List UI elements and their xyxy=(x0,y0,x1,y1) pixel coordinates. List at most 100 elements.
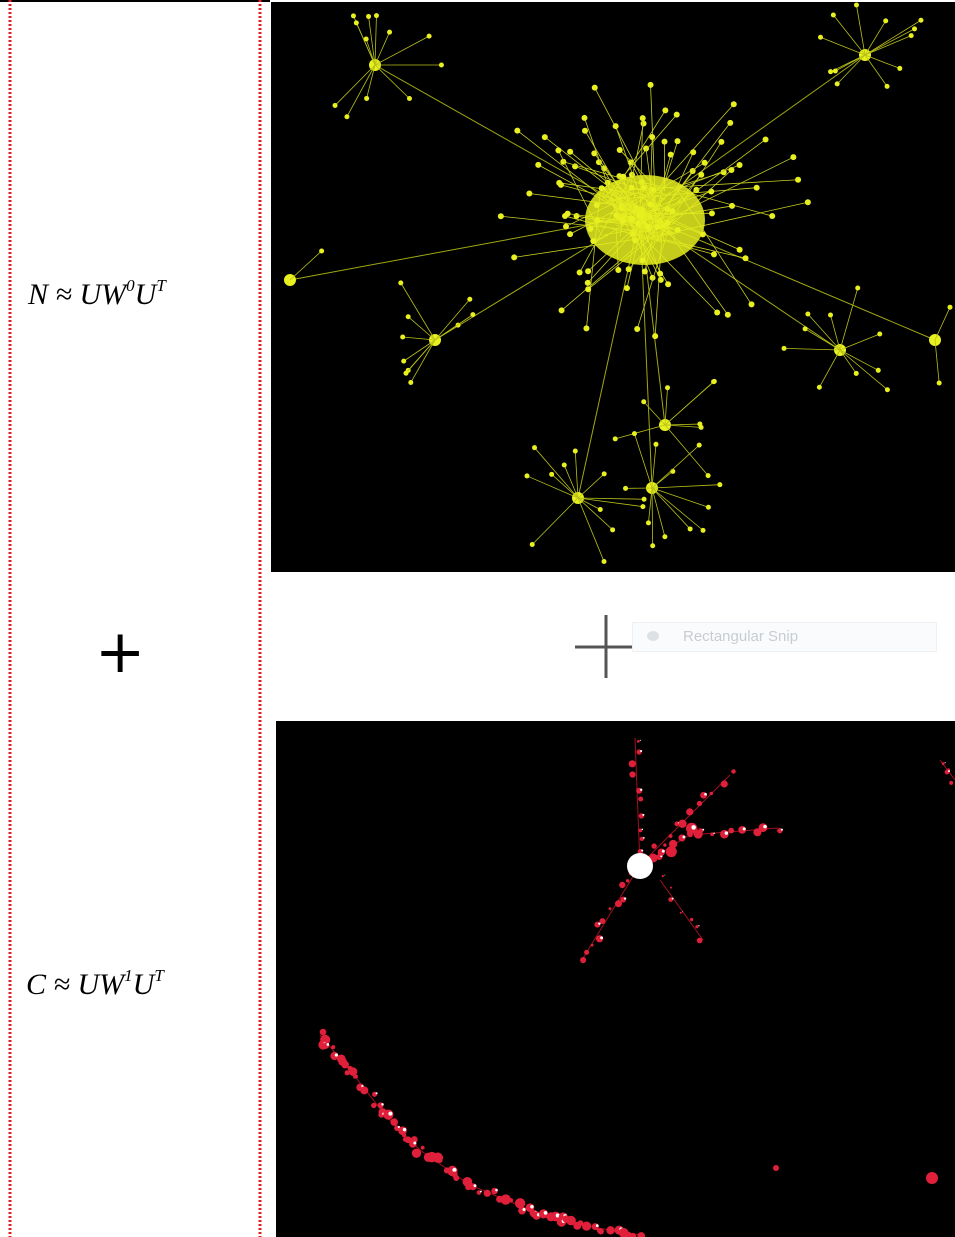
node xyxy=(390,1118,398,1126)
node xyxy=(662,139,668,145)
node xyxy=(567,149,573,155)
node xyxy=(883,18,888,23)
node xyxy=(629,760,636,767)
node xyxy=(763,136,769,142)
node xyxy=(341,1061,349,1069)
node xyxy=(717,482,722,487)
node xyxy=(709,210,715,216)
node xyxy=(406,314,411,319)
node xyxy=(629,771,635,777)
node xyxy=(669,840,677,848)
node xyxy=(643,837,645,839)
node xyxy=(582,128,588,134)
node xyxy=(640,750,642,752)
node xyxy=(641,850,643,852)
figure: N ≈ UW0UT + C ≈ UW1UT Rectangular Snip + xyxy=(0,0,955,1237)
node xyxy=(688,526,693,531)
node xyxy=(495,1189,498,1192)
node xyxy=(805,312,810,317)
node xyxy=(602,559,607,564)
node xyxy=(690,918,693,921)
node xyxy=(582,1221,591,1230)
node xyxy=(437,1158,442,1163)
formula-exp: T xyxy=(156,276,165,295)
node xyxy=(610,527,615,532)
node xyxy=(626,266,632,272)
node xyxy=(781,829,783,831)
node xyxy=(544,1211,548,1215)
node xyxy=(535,162,541,168)
node xyxy=(709,792,713,796)
node xyxy=(354,1075,358,1079)
node xyxy=(523,1208,526,1211)
node xyxy=(737,162,743,168)
node xyxy=(583,325,589,331)
node xyxy=(691,825,696,830)
node xyxy=(948,770,950,772)
node xyxy=(665,281,671,287)
node xyxy=(549,472,554,477)
node xyxy=(651,843,656,848)
node xyxy=(642,814,644,816)
node xyxy=(484,1190,491,1197)
node xyxy=(664,875,665,876)
node xyxy=(532,445,537,450)
node xyxy=(701,528,706,533)
node xyxy=(615,900,622,907)
node xyxy=(407,96,412,101)
node xyxy=(725,312,731,318)
snip-tooltip: Rectangular Snip xyxy=(632,622,937,652)
snip-label: Rectangular Snip xyxy=(683,628,798,645)
node xyxy=(712,379,717,384)
node xyxy=(351,13,356,18)
node xyxy=(354,20,359,25)
node xyxy=(606,1226,614,1234)
node xyxy=(729,203,735,209)
node xyxy=(374,13,379,18)
node xyxy=(666,846,677,857)
node xyxy=(653,442,658,447)
node xyxy=(714,309,720,315)
node xyxy=(624,285,630,291)
node xyxy=(404,371,409,376)
node xyxy=(638,797,643,802)
node xyxy=(320,1029,327,1036)
node xyxy=(835,81,840,86)
formula-text: N ≈ UW xyxy=(28,278,126,311)
node xyxy=(877,331,882,336)
node xyxy=(855,285,860,290)
node xyxy=(600,936,603,939)
node xyxy=(737,247,743,253)
node xyxy=(514,128,520,134)
node xyxy=(598,922,600,924)
node xyxy=(335,1053,338,1056)
node xyxy=(567,231,573,237)
node xyxy=(470,312,475,317)
node xyxy=(639,829,643,833)
node xyxy=(662,875,664,877)
node xyxy=(675,138,681,144)
node xyxy=(526,190,532,196)
node xyxy=(642,268,648,274)
node xyxy=(598,1228,604,1234)
node xyxy=(598,507,603,512)
node xyxy=(509,1198,513,1202)
node xyxy=(682,835,685,838)
node xyxy=(702,829,704,831)
node xyxy=(403,1128,406,1131)
node xyxy=(828,312,833,317)
node xyxy=(690,149,696,155)
node xyxy=(408,380,413,385)
node xyxy=(542,134,548,140)
node xyxy=(480,1191,482,1193)
node xyxy=(646,520,651,525)
node xyxy=(706,473,711,478)
node xyxy=(581,115,587,121)
node xyxy=(672,898,674,900)
node xyxy=(695,925,698,928)
node xyxy=(371,1103,376,1108)
node xyxy=(624,897,626,899)
node xyxy=(402,1133,406,1137)
node xyxy=(854,371,859,376)
node xyxy=(727,120,733,126)
